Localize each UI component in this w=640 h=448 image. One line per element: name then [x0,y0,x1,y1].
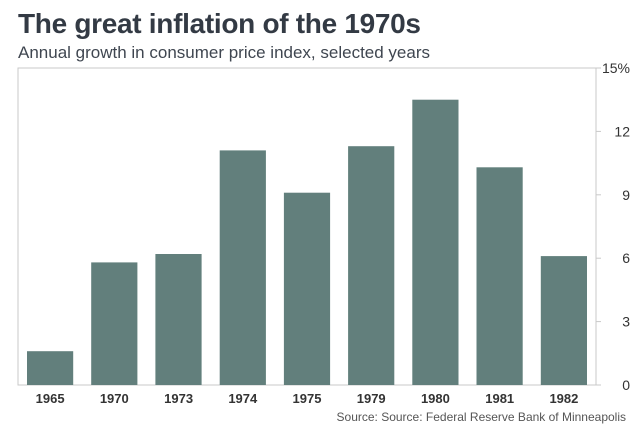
bar-1979 [348,146,395,385]
bars-group [27,99,587,385]
x-tick-label-1965: 1965 [36,391,65,406]
bar-1970 [91,262,138,385]
bar-1974 [219,150,266,385]
x-tick-label-1981: 1981 [485,391,514,406]
x-tick-label-1970: 1970 [100,391,129,406]
y-tick-label: 12 [614,123,630,139]
chart-subtitle: Annual growth in consumer price index, s… [18,43,430,62]
y-axis: 0 3 6 9 12 15% [596,60,630,393]
bar-1981 [476,167,523,385]
y-tick-label: 9 [622,187,630,203]
x-tick-label-1979: 1979 [357,391,386,406]
y-tick-label: 0 [622,377,630,393]
bar-1965 [27,351,74,385]
chart-title: The great inflation of the 1970s [18,8,421,39]
x-tick-label-1982: 1982 [549,391,578,406]
x-tick-label-1980: 1980 [421,391,450,406]
x-axis: 1965 1970 1973 1974 1975 1979 1980 1981 1982 [36,391,579,406]
x-tick-label-1973: 1973 [164,391,193,406]
y-tick-label: 3 [622,314,630,330]
bar-1973 [155,254,202,385]
source-note: Source: Source: Federal Reserve Bank of … [336,410,626,424]
bar-1982 [540,256,587,385]
y-tick-label: 15% [602,60,630,76]
x-tick-label-1974: 1974 [228,391,258,406]
bar-1980 [412,99,459,385]
y-tick-label: 6 [622,250,630,266]
x-tick-label-1975: 1975 [293,391,322,406]
bar-1975 [283,192,331,385]
